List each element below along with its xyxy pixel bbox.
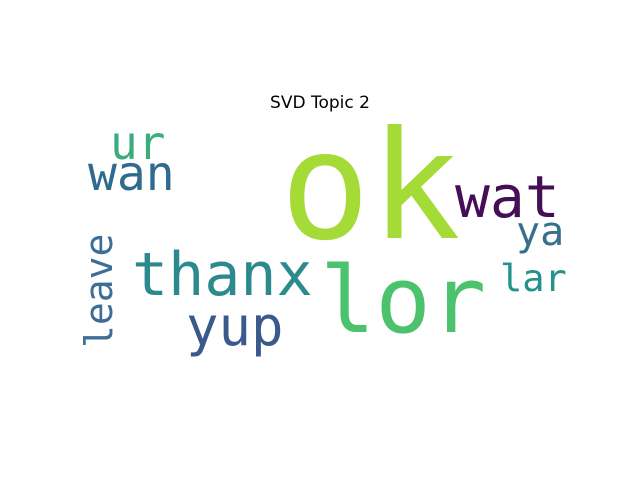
word-ok: ok bbox=[280, 120, 461, 274]
word-cloud: ok lor wat thanx yup wan ur leave ya lar bbox=[80, 120, 576, 368]
word-wan: wan bbox=[88, 146, 175, 202]
word-lor: lor bbox=[320, 247, 487, 354]
word-leave: leave bbox=[80, 233, 121, 348]
figure-title: SVD Topic 2 bbox=[270, 93, 370, 113]
word-ya: ya bbox=[516, 209, 565, 255]
word-ur: ur bbox=[110, 120, 166, 170]
word-thanx: thanx bbox=[132, 240, 313, 310]
word-wat: wat bbox=[455, 163, 560, 231]
word-yup: yup bbox=[186, 295, 284, 358]
word-lar: lar bbox=[500, 257, 567, 300]
